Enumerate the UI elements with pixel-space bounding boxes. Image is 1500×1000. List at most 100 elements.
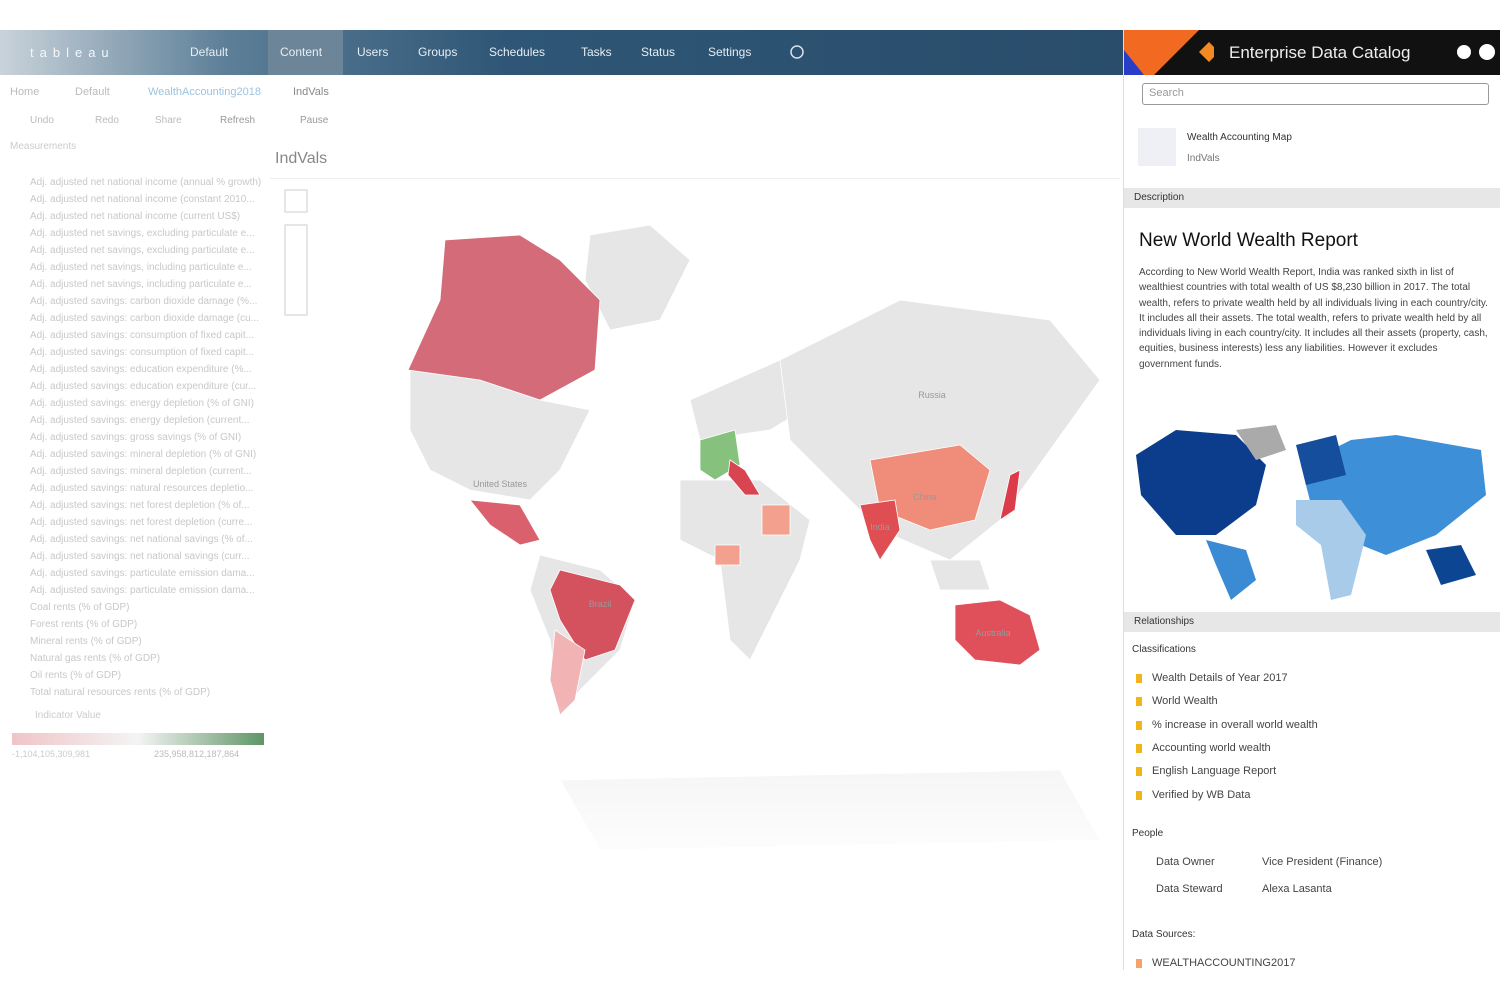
- toolbar-button[interactable]: Refresh: [220, 115, 256, 126]
- person-name[interactable]: Alexa Lasanta: [1262, 883, 1332, 895]
- classification[interactable]: World Wealth: [1152, 695, 1218, 708]
- toolbar-button[interactable]: Pause: [300, 115, 329, 126]
- measure-item[interactable]: Adj. adjusted savings: carbon dioxide da…: [30, 296, 258, 307]
- measure-item[interactable]: Adj. adjusted net savings, including par…: [30, 279, 252, 290]
- measure-item[interactable]: Adj. adjusted savings: education expendi…: [30, 381, 257, 392]
- country-italy: [727, 459, 761, 496]
- classification[interactable]: % increase in overall world wealth: [1152, 718, 1318, 731]
- breadcrumb-item[interactable]: IndVals: [293, 86, 329, 98]
- measure-item[interactable]: Adj. adjusted savings: mineral depletion…: [30, 466, 252, 477]
- classification[interactable]: Verified by WB Data: [1152, 788, 1251, 801]
- map-label: Australia: [975, 628, 1010, 638]
- map-label: India: [870, 522, 890, 532]
- nav-item[interactable]: Groups: [418, 45, 458, 59]
- measure-item[interactable]: Adj. adjusted savings: education expendi…: [30, 364, 252, 375]
- measure-item[interactable]: Oil rents (% of GDP): [30, 670, 122, 681]
- bullet: [1136, 743, 1142, 753]
- toolbar-button[interactable]: Share: [155, 115, 182, 126]
- site-selector[interactable]: Default: [190, 45, 229, 59]
- measure-item[interactable]: Mineral rents (% of GDP): [30, 636, 142, 647]
- measure-item[interactable]: Adj. adjusted savings: gross savings (% …: [30, 432, 242, 443]
- measure-item[interactable]: Total natural resources rents (% of GDP): [30, 687, 211, 698]
- measure-item[interactable]: Adj. adjusted savings: net forest deplet…: [30, 517, 253, 528]
- section-title: Description: [1134, 192, 1185, 203]
- section-header[interactable]: Description: [1124, 188, 1500, 208]
- country-japan: [999, 469, 1021, 521]
- measure-item[interactable]: Adj. adjusted net savings, excluding par…: [30, 245, 255, 256]
- legend-min: -1,104,105,309,981: [12, 749, 91, 759]
- measure-item[interactable]: Coal rents (% of GDP): [30, 602, 130, 613]
- nav-item[interactable]: Content: [280, 45, 323, 59]
- catalog-header: Enterprise Data Catalog: [1124, 30, 1500, 75]
- measure-item[interactable]: Adj. adjusted savings: natural resources…: [30, 483, 254, 494]
- breadcrumb-item[interactable]: WealthAccounting2018: [148, 86, 261, 98]
- land: [679, 479, 811, 661]
- map-label: United States: [473, 479, 528, 489]
- measure-item[interactable]: Adj. adjusted savings: particulate emiss…: [30, 568, 255, 579]
- nav-item[interactable]: Settings: [708, 45, 752, 59]
- toolbar-button[interactable]: Redo: [95, 115, 119, 126]
- classification[interactable]: Wealth Details of Year 2017: [1152, 672, 1288, 684]
- section-header[interactable]: Relationships: [1124, 612, 1500, 632]
- map-zoom-controls[interactable]: [284, 224, 308, 316]
- map-label: China: [913, 492, 937, 502]
- measure-item[interactable]: Adj. adjusted savings: particulate emiss…: [30, 585, 255, 596]
- logo[interactable]: tableau: [30, 45, 115, 60]
- data-source[interactable]: WEALTHACCOUNTING2017: [1152, 957, 1296, 969]
- asset-icon: [1138, 128, 1176, 166]
- toolbar-button[interactable]: Undo: [30, 115, 54, 126]
- measure-item[interactable]: Adj. adjusted net savings, excluding par…: [30, 228, 255, 239]
- classification[interactable]: Accounting world wealth: [1152, 741, 1271, 754]
- measure-item[interactable]: Adj. adjusted savings: energy depletion …: [30, 398, 255, 409]
- measure-item[interactable]: Adj. adjusted savings: mineral depletion…: [30, 449, 257, 460]
- measure-item[interactable]: Adj. adjusted net national income (curre…: [30, 211, 241, 222]
- bullet: [1136, 767, 1142, 777]
- country-india: [859, 499, 901, 561]
- measure-item[interactable]: Adj. adjusted savings: consumption of fi…: [30, 330, 255, 341]
- divider: [270, 178, 1120, 179]
- nav-item[interactable]: Status: [641, 45, 676, 59]
- nav-item[interactable]: Tasks: [581, 45, 612, 59]
- person-role: Data Owner: [1156, 856, 1215, 868]
- person-name[interactable]: Vice President (Finance): [1262, 856, 1383, 868]
- country-canada: [407, 234, 601, 401]
- breadcrumb-item[interactable]: Home: [10, 86, 40, 98]
- asset-sub: IndVals: [1187, 153, 1220, 164]
- country-brazil: [549, 569, 636, 661]
- measure-item[interactable]: Adj. adjusted savings: consumption of fi…: [30, 347, 255, 358]
- legend-ramp: [12, 733, 264, 745]
- measure-item[interactable]: Adj. adjusted savings: energy depletion …: [30, 415, 250, 426]
- measure-item[interactable]: Adj. adjusted savings: net forest deplet…: [30, 500, 250, 511]
- measure-item[interactable]: Adj. adjusted savings: carbon dioxide da…: [30, 313, 260, 324]
- classifications-label: Classifications: [1132, 644, 1196, 655]
- measure-item[interactable]: Adj. adjusted savings: net national savi…: [30, 551, 250, 562]
- measure-item[interactable]: Adj. adjusted net national income (const…: [30, 194, 255, 205]
- map-search[interactable]: [284, 189, 308, 213]
- bullet: [1136, 720, 1142, 730]
- header-icons[interactable]: [1454, 42, 1499, 64]
- land: [584, 224, 691, 331]
- classification[interactable]: English Language Report: [1152, 765, 1277, 778]
- catalog-title: Enterprise Data Catalog: [1229, 43, 1411, 62]
- world-map: Russia United States China India Brazil Austr…: [270, 189, 1123, 1000]
- person-role: Data Steward: [1156, 883, 1223, 895]
- measure-item[interactable]: Adj. adjusted net savings, including par…: [30, 262, 252, 273]
- measure-item[interactable]: Adj. adjusted net national income (annua…: [30, 177, 262, 188]
- view-title: IndVals: [275, 150, 328, 167]
- nav-item[interactable]: Schedules: [489, 45, 546, 59]
- nav-active: [268, 30, 343, 75]
- search-box[interactable]: Search: [1142, 83, 1489, 105]
- nav-item[interactable]: Users: [357, 45, 389, 59]
- country-mexico: [469, 499, 541, 546]
- sidebar-heading: Measurements: [10, 141, 77, 152]
- search-icon[interactable]: [780, 42, 810, 64]
- legend-title: Indicator Value: [35, 710, 101, 721]
- breadcrumb-item[interactable]: Default: [75, 86, 110, 98]
- country-nigeria: [714, 544, 741, 566]
- brand-graphic: [1124, 30, 1214, 75]
- measure-item[interactable]: Forest rents (% of GDP): [30, 619, 138, 630]
- country-egypt: [761, 504, 791, 536]
- measure-item[interactable]: Adj. adjusted savings: net national savi…: [30, 534, 253, 545]
- asset-name[interactable]: Wealth Accounting Map: [1187, 132, 1292, 143]
- measure-item[interactable]: Natural gas rents (% of GDP): [30, 653, 161, 664]
